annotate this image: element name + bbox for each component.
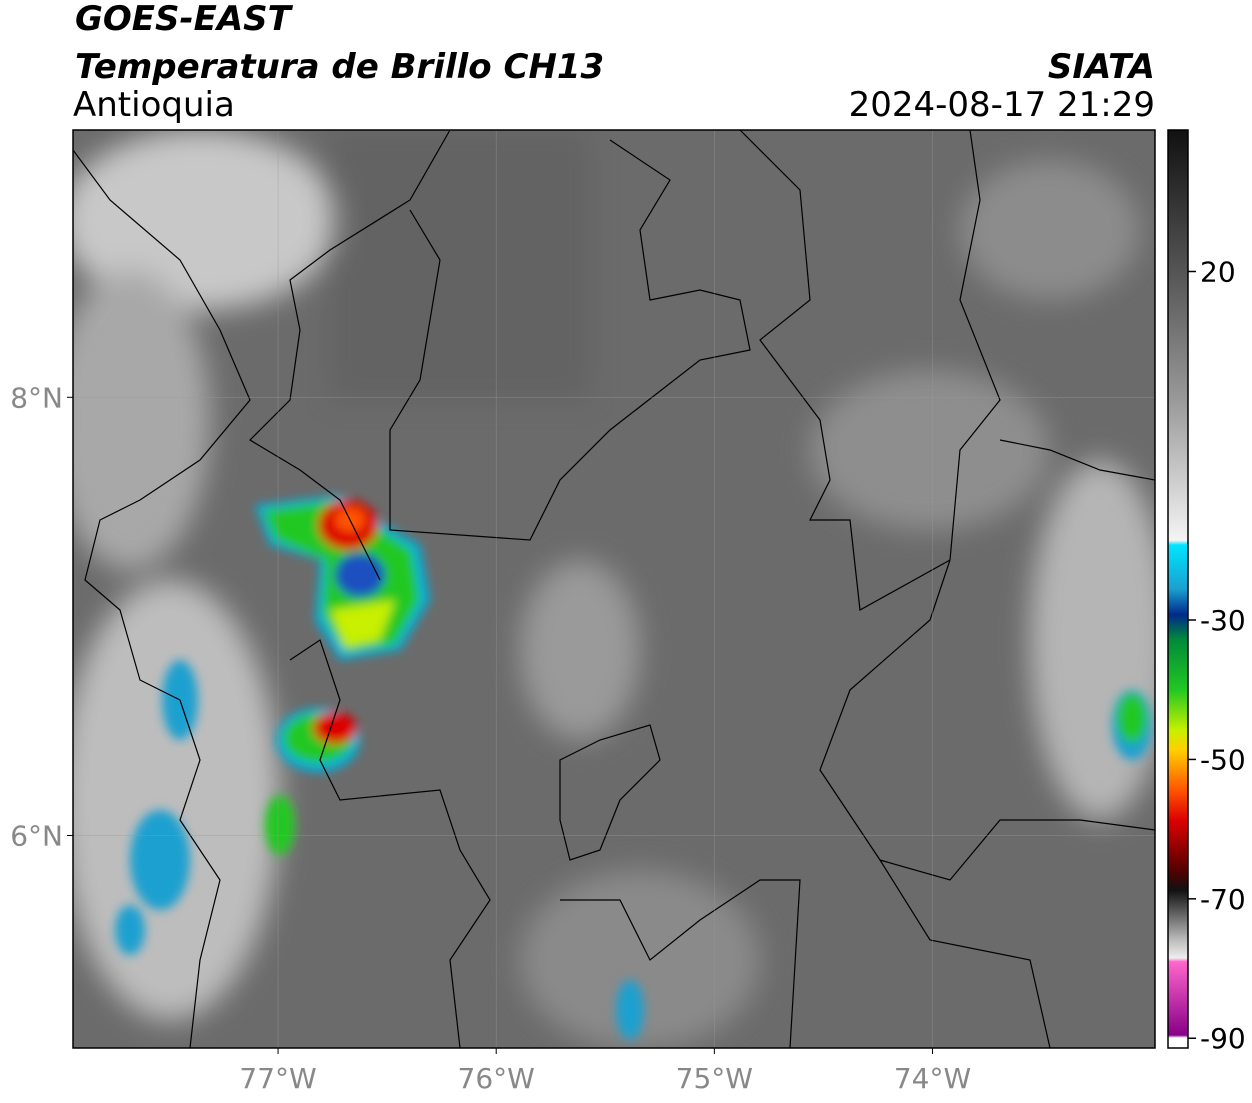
y-tick-label: 6°N (10, 819, 63, 852)
map-frame (72, 129, 1156, 1049)
x-tick-label: 75°W (676, 1062, 753, 1095)
satellite-image (73, 130, 1155, 1048)
x-tick-label: 76°W (458, 1062, 535, 1095)
region: Antioquia (73, 85, 235, 125)
x-tick-label: 77°W (239, 1062, 316, 1095)
colorbar-label: 20 (1200, 255, 1236, 288)
x-tick-label: 74°W (894, 1062, 971, 1095)
title: GOES-EAST (75, 0, 294, 39)
colorbar-label: -70 (1200, 883, 1246, 916)
colorbar-label: -90 (1200, 1022, 1246, 1055)
source: SIATA (1048, 47, 1155, 87)
y-tick-label: 8°N (10, 381, 63, 414)
colorbar-label: -30 (1200, 604, 1246, 637)
colorbar (1167, 129, 1189, 1049)
grid (73, 130, 1155, 1048)
subtitle: Temperatura de Brillo CH13 (75, 47, 604, 87)
datetime: 2024-08-17 21:29 (849, 85, 1155, 125)
colorbar-label: -50 (1200, 743, 1246, 776)
